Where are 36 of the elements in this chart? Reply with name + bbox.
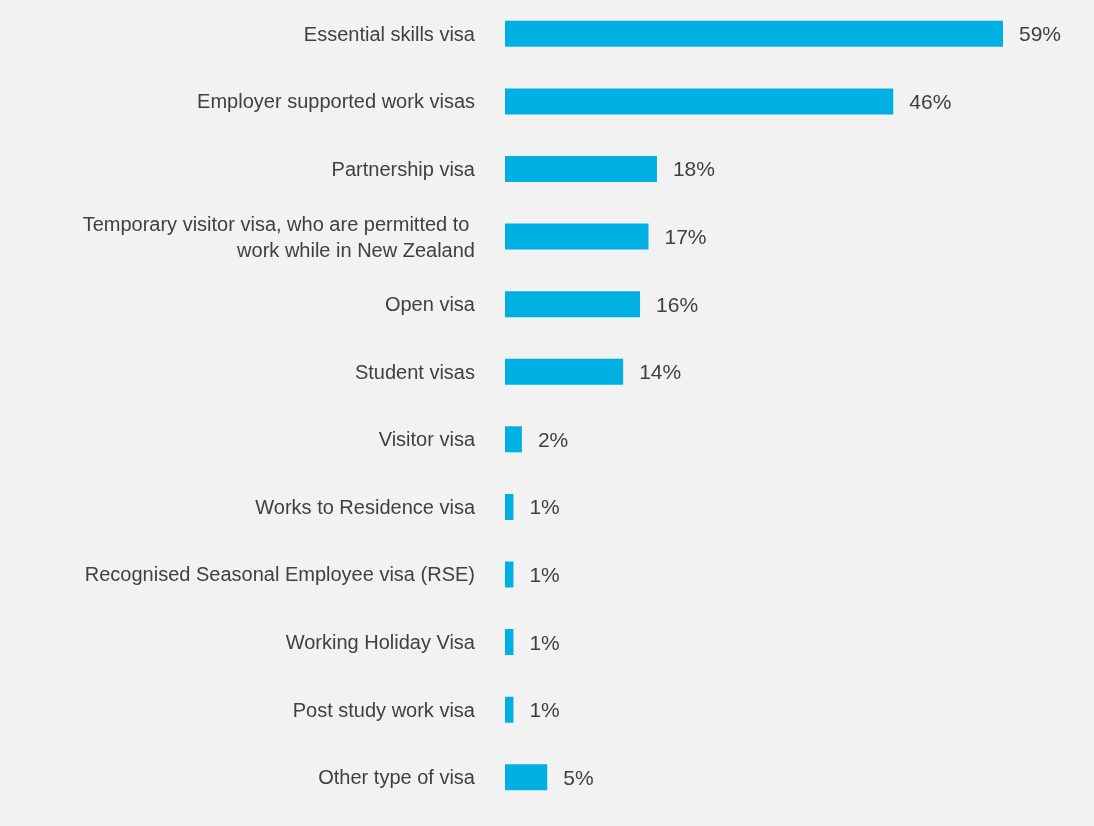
y-tick-label: Temporary visitor visa, who are permitted to work while in New Zealand [82, 212, 475, 261]
bar [505, 88, 894, 115]
bar [505, 629, 514, 656]
bar [505, 155, 657, 182]
y-tick-label: Essential skills visa [303, 22, 476, 45]
bar [505, 223, 649, 250]
data-label: 2% [537, 427, 569, 451]
bar [505, 561, 514, 588]
bar [505, 426, 522, 453]
y-tick-label: Employer supported work visas [197, 90, 475, 113]
data-label: 1% [529, 630, 560, 654]
data-label: 14% [639, 360, 682, 384]
data-label: 59% [1019, 22, 1062, 46]
data-label: 18% [672, 157, 715, 181]
data-label: 1% [529, 698, 560, 722]
data-label: 46% [909, 89, 952, 113]
bar [505, 493, 514, 520]
bar [505, 20, 1003, 47]
y-tick-label: Other type of visa [318, 766, 476, 789]
data-label: 1% [529, 495, 560, 519]
y-tick-label: Post study work visa [292, 698, 476, 721]
y-tick-label: Working Holiday Visa [285, 631, 476, 654]
data-label: 5% [563, 765, 594, 789]
data-label: 17% [664, 225, 707, 249]
bar [505, 764, 548, 791]
bar [505, 291, 641, 318]
y-tick-label: Student visas [354, 360, 475, 383]
bar [505, 696, 514, 723]
data-label: 16% [656, 292, 699, 316]
y-tick-label: Open visa [384, 293, 476, 316]
bar [505, 358, 624, 385]
y-tick-label: Partnership visa [331, 157, 476, 180]
data-label: 1% [529, 562, 560, 586]
y-tick-label: Visitor visa [378, 428, 476, 451]
y-tick-label: Recognised Seasonal Employee visa (RSE) [84, 563, 475, 586]
y-tick-label: Works to Residence visa [255, 495, 476, 518]
